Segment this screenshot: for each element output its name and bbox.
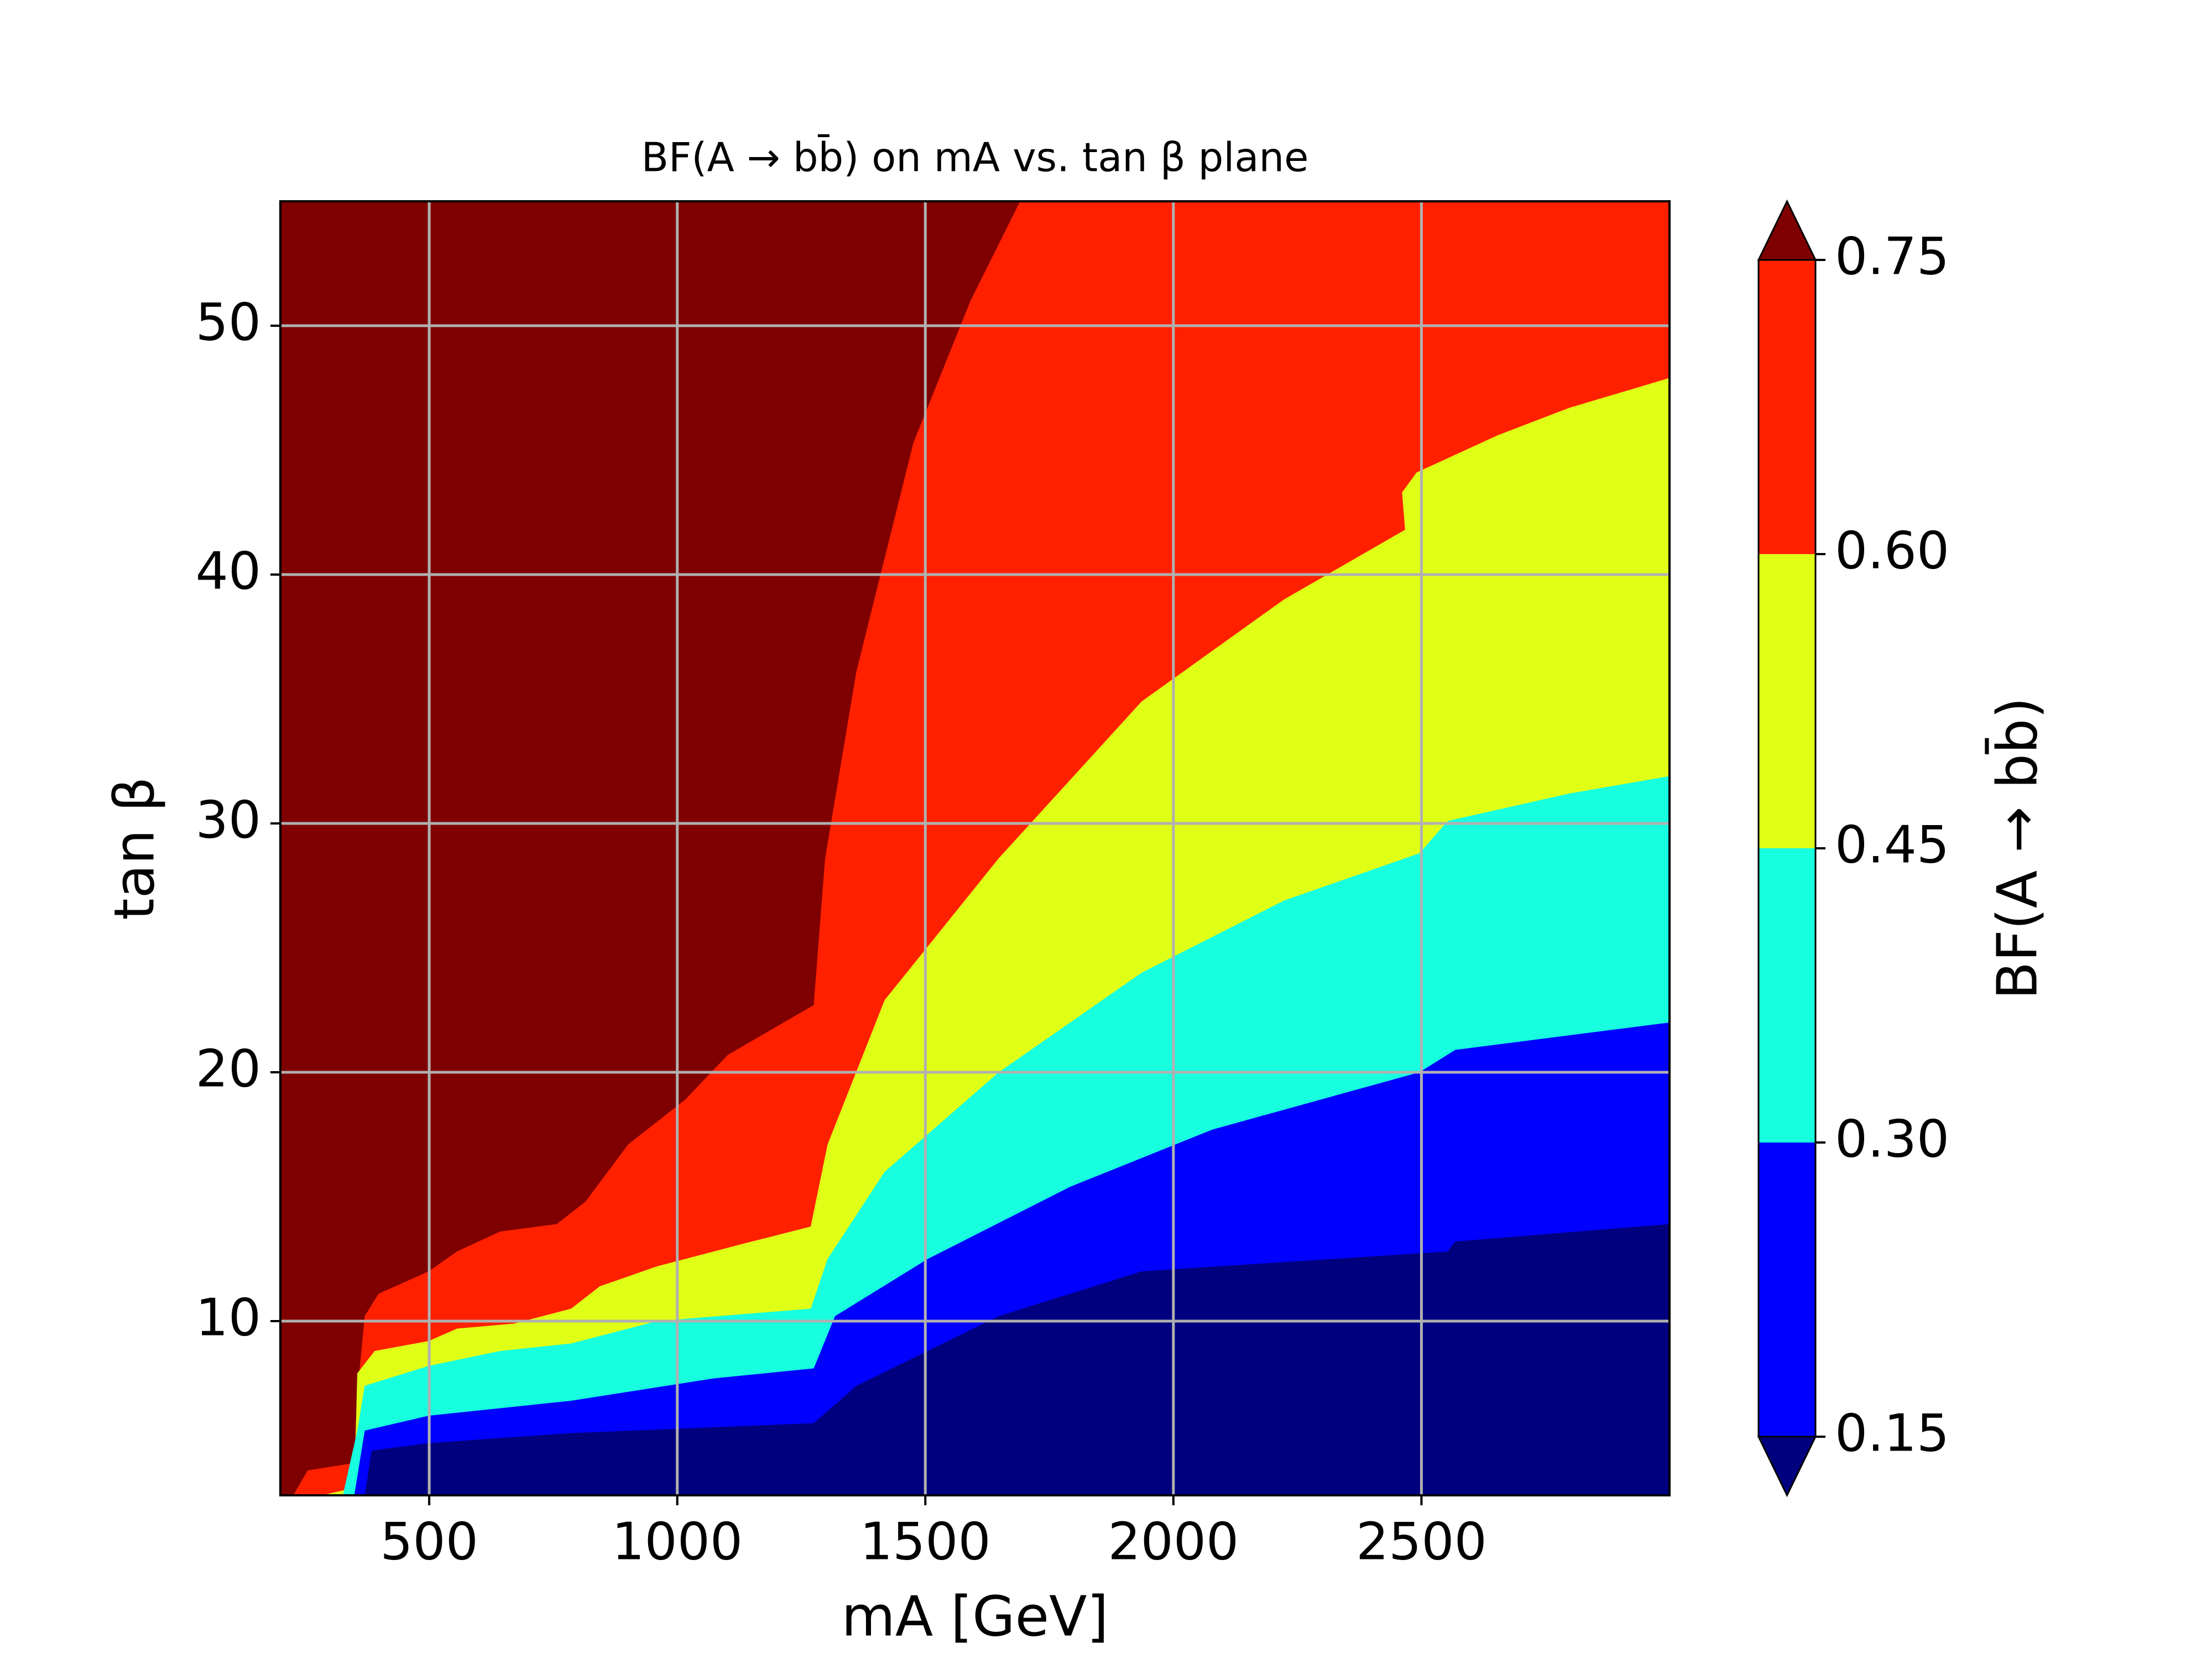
colorbar-label: BF(A → bb̄)	[1985, 697, 2049, 1000]
y-tick-label: 40	[196, 541, 261, 601]
y-tick-label: 20	[196, 1039, 261, 1098]
colorbar-tick-label: 0.30	[1835, 1109, 1949, 1168]
x-tick-label: 2500	[1356, 1511, 1487, 1571]
y-tick-label: 50	[196, 292, 261, 352]
x-tick-label: 500	[380, 1511, 478, 1571]
x-tick-label: 1500	[860, 1511, 991, 1571]
colorbar-tick-label: 0.15	[1835, 1403, 1949, 1463]
y-tick-label: 10	[196, 1287, 261, 1347]
chart-title: BF(A → bb̄) on mA vs. tan β plane	[641, 134, 1309, 180]
x-tick-label: 1000	[612, 1511, 743, 1571]
colorbar-extend-top	[1757, 199, 1817, 261]
colorbar-band	[1759, 260, 1815, 554]
colorbar-tick-label: 0.75	[1835, 226, 1949, 286]
colorbar-band	[1759, 554, 1815, 848]
plot-area	[280, 201, 1670, 1495]
colorbar-band	[1759, 848, 1815, 1142]
y-axis-label: tan β	[102, 776, 166, 920]
axes-frame	[279, 200, 1671, 1496]
x-tick-label: 2000	[1108, 1511, 1239, 1571]
overlay: 500 1000 1500 2000 2500 10 20 30 40 50	[196, 200, 1671, 1571]
x-axis-label: mA [GeV]	[841, 1584, 1108, 1648]
colorbar-band	[1759, 1142, 1815, 1437]
contour-region	[364, 1224, 1670, 1495]
y-tick-label: 30	[196, 790, 261, 849]
colorbar-tick-label: 0.60	[1835, 520, 1949, 580]
colorbar-extend-bottom	[1757, 1436, 1817, 1498]
colorbar-tick-label: 0.45	[1835, 815, 1949, 874]
